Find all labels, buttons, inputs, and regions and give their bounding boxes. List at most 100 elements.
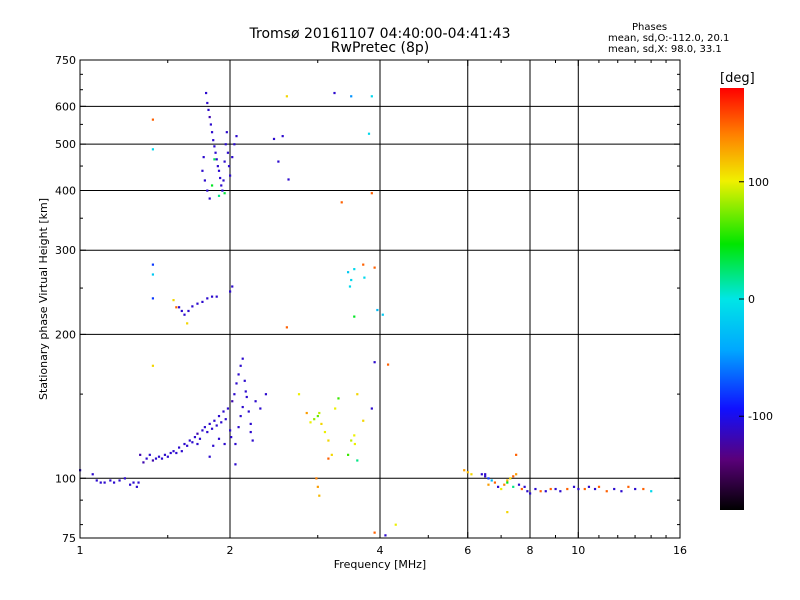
data-point bbox=[245, 395, 248, 399]
data-point bbox=[235, 135, 238, 138]
data-point bbox=[373, 531, 376, 534]
data-point bbox=[362, 419, 365, 422]
data-point bbox=[281, 135, 284, 138]
phase-stats-title: Phases bbox=[632, 22, 668, 33]
data-point bbox=[215, 295, 218, 298]
x-tick-label: 2 bbox=[227, 544, 234, 557]
data-point bbox=[259, 407, 262, 410]
data-point bbox=[223, 442, 226, 446]
data-point bbox=[249, 430, 252, 434]
data-point bbox=[209, 123, 212, 126]
data-point bbox=[208, 455, 211, 458]
data-point bbox=[463, 469, 466, 472]
data-point bbox=[217, 414, 221, 418]
data-point bbox=[484, 473, 487, 476]
data-point bbox=[99, 481, 102, 484]
data-point bbox=[151, 118, 155, 121]
data-point bbox=[517, 483, 521, 486]
data-point bbox=[334, 407, 337, 410]
data-point bbox=[285, 326, 288, 329]
colorbar-tick-label: -100 bbox=[748, 410, 773, 423]
data-point bbox=[506, 511, 509, 514]
data-point bbox=[583, 487, 586, 491]
data-point bbox=[172, 450, 175, 453]
data-point bbox=[356, 459, 359, 462]
data-point bbox=[129, 483, 132, 486]
data-point bbox=[177, 446, 181, 449]
data-point bbox=[201, 429, 204, 432]
x-axis-label: Frequency [MHz] bbox=[334, 558, 426, 571]
data-point bbox=[350, 439, 353, 442]
data-point bbox=[327, 439, 330, 442]
data-point bbox=[118, 479, 121, 482]
data-point bbox=[231, 285, 234, 288]
y-tick-label: 600 bbox=[55, 100, 76, 113]
data-point bbox=[210, 131, 214, 134]
data-point bbox=[333, 91, 336, 95]
data-point bbox=[506, 479, 509, 482]
data-point bbox=[217, 169, 221, 172]
data-point bbox=[373, 361, 376, 364]
data-point bbox=[229, 174, 232, 177]
data-point bbox=[244, 390, 247, 393]
data-point bbox=[613, 487, 616, 491]
data-point bbox=[187, 309, 190, 313]
data-point bbox=[554, 487, 557, 491]
data-point bbox=[523, 485, 526, 488]
data-point bbox=[272, 137, 276, 141]
data-point bbox=[549, 487, 552, 491]
data-point bbox=[206, 189, 209, 192]
data-point bbox=[297, 393, 301, 396]
data-point bbox=[208, 115, 211, 119]
data-point bbox=[370, 95, 373, 98]
data-point bbox=[203, 426, 206, 429]
data-point bbox=[237, 373, 240, 376]
data-point bbox=[177, 306, 181, 309]
data-point bbox=[353, 442, 356, 446]
data-point bbox=[186, 444, 189, 447]
data-point bbox=[204, 91, 208, 95]
data-point bbox=[142, 461, 145, 464]
data-point bbox=[348, 285, 352, 288]
data-point bbox=[203, 179, 206, 182]
x-tick-label: 4 bbox=[377, 544, 384, 557]
chart-title-line2: RwPretec (8p) bbox=[330, 40, 430, 56]
data-point bbox=[539, 490, 542, 493]
data-point bbox=[544, 490, 547, 493]
data-point bbox=[350, 278, 353, 282]
data-point bbox=[223, 160, 226, 163]
data-point bbox=[597, 485, 601, 488]
data-point bbox=[213, 145, 216, 148]
chart-title-line1: Tromsø 20161107 04:40:00-04:41:43 bbox=[249, 26, 511, 42]
data-point bbox=[353, 434, 356, 437]
data-point bbox=[327, 457, 330, 460]
data-point bbox=[169, 451, 172, 455]
data-point bbox=[224, 143, 227, 146]
data-point bbox=[210, 295, 214, 298]
data-point bbox=[216, 165, 219, 168]
y-tick-label: 200 bbox=[55, 328, 76, 341]
data-point bbox=[213, 158, 216, 161]
data-point bbox=[212, 139, 215, 142]
data-point bbox=[593, 487, 597, 491]
y-tick-label: 75 bbox=[62, 532, 76, 545]
x-tick-label: 16 bbox=[673, 544, 687, 557]
data-point bbox=[496, 485, 500, 488]
data-point bbox=[226, 151, 230, 154]
data-point bbox=[534, 487, 537, 491]
data-point bbox=[198, 437, 202, 440]
data-point bbox=[163, 453, 167, 456]
data-point bbox=[231, 156, 234, 159]
data-point bbox=[381, 313, 384, 316]
data-point bbox=[219, 176, 222, 180]
data-point bbox=[470, 473, 473, 476]
y-tick-label: 100 bbox=[55, 472, 76, 485]
colorbar-ticks: 100 0 -100 bbox=[739, 176, 773, 423]
data-point bbox=[154, 457, 158, 460]
data-point bbox=[230, 435, 233, 439]
data-point bbox=[285, 95, 288, 98]
data-point bbox=[305, 411, 308, 415]
data-point bbox=[320, 422, 323, 426]
data-point bbox=[225, 131, 228, 134]
